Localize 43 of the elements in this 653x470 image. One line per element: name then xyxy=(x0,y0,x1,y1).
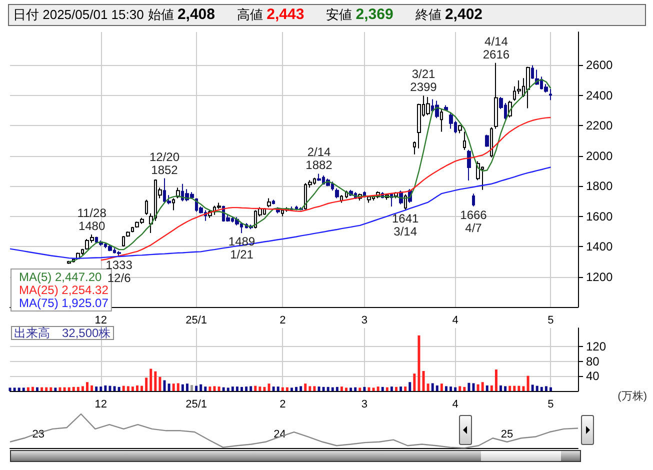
y-tick-label: 1200 xyxy=(586,270,614,284)
y-tick-label: 2600 xyxy=(586,58,614,72)
text: 高値 2,443 xyxy=(237,6,304,23)
x-tick-label: 4 xyxy=(452,398,458,410)
x-tick-label: 12 xyxy=(94,314,108,326)
text: MA(75) 1,925.07 xyxy=(19,296,109,310)
x-tick-label: 5 xyxy=(548,314,554,326)
y-tick-label: 1400 xyxy=(586,240,614,254)
annotation: 1489 1/21 xyxy=(228,234,256,262)
annotation: 1666 4/7 xyxy=(460,208,488,235)
series-label: MA(5) 2,447.20 xyxy=(19,270,102,284)
x-tick-label: 2 xyxy=(280,314,286,326)
x-tick-label: 4 xyxy=(452,314,458,326)
text: 始値 2,408 xyxy=(148,6,215,23)
annotation: 4/14 2616 xyxy=(482,34,510,62)
x-tick-label: 3 xyxy=(361,314,368,326)
y-tick-label: 1800 xyxy=(586,179,614,194)
y-tick-label: 80 xyxy=(586,354,600,368)
text: 終値 2,402 xyxy=(415,6,483,23)
x-tick-label: 12 xyxy=(94,398,108,410)
x-tick-label: 5 xyxy=(548,398,554,410)
annotation: 3/21 2399 xyxy=(410,67,438,94)
annotation: 1333 12/6 xyxy=(106,258,133,286)
y-tick-label: 2000 xyxy=(586,148,614,163)
annotation: 12/20 1852 xyxy=(149,150,180,177)
text: 安値 2,369 xyxy=(326,6,394,23)
annotation: 2/14 1882 xyxy=(306,145,333,172)
y-tick-label: 40 xyxy=(586,369,600,384)
x-tick-label: 25/1 xyxy=(186,314,208,326)
y-axis-title: (万株) xyxy=(618,390,647,402)
series-label: MA(25) 2,254.32 xyxy=(19,283,109,297)
y-tick-label: 1600 xyxy=(586,209,614,224)
annotation: 11/28 1480 xyxy=(77,206,107,233)
x-tick-label: 2 xyxy=(280,398,286,410)
x-tick-label: 25 xyxy=(500,428,514,440)
y-tick-label: 2200 xyxy=(586,118,614,133)
annotation: 1641 3/14 xyxy=(392,212,419,239)
chart-title: 日付 2025/05/01 15:30 xyxy=(13,7,144,22)
y-tick-label: 120 xyxy=(586,340,606,354)
y-tick-label: 2400 xyxy=(586,88,614,102)
x-tick-label: 25/1 xyxy=(186,398,208,410)
x-tick-label: 3 xyxy=(361,398,368,410)
chart-title: 出来高 32,500株 xyxy=(14,326,111,340)
